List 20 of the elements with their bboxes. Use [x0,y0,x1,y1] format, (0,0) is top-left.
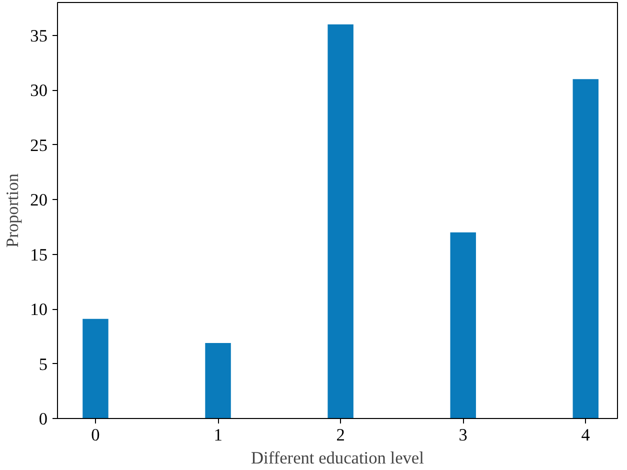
x-tick-label: 0 [91,426,100,444]
y-tick-label: 0 [38,410,48,428]
x-tick-label: 3 [458,426,468,444]
y-tick-label: 35 [30,26,48,46]
y-tick-label: 10 [30,300,48,320]
x-tick-label: 2 [336,426,345,444]
x-axis-title: Different education level [251,448,424,468]
y-tick-label: 20 [30,190,48,210]
bar [450,232,476,418]
x-tick-label: 1 [214,426,222,444]
bar [82,318,108,418]
y-tick-label: 30 [30,81,48,100]
y-tick-label: 25 [30,136,48,155]
x-tick-label: 4 [581,426,590,444]
bar [572,79,599,418]
y-tick-label: 5 [38,354,48,374]
y-tick-label: 15 [30,245,48,264]
y-axis-title: Proportion [3,173,22,248]
bar [328,24,354,418]
bar [205,342,231,418]
